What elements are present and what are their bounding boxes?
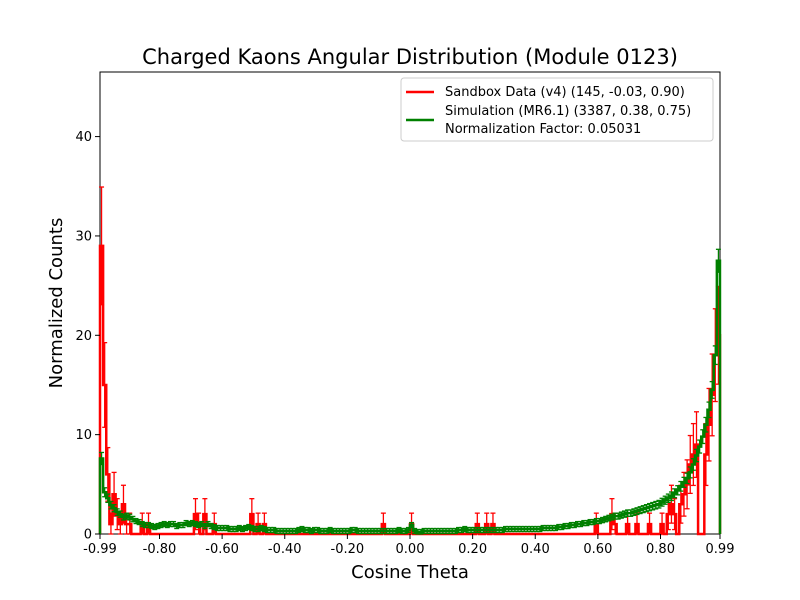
- x-tick-label: 0.60: [583, 542, 612, 557]
- y-tick-label: 40: [75, 130, 92, 145]
- x-tick-label: -0.20: [331, 542, 365, 557]
- legend: Sandbox Data (v4) (145, -0.03, 0.90) Sim…: [400, 77, 714, 142]
- y-tick-label: 30: [75, 229, 92, 244]
- legend-label-simulation: Simulation (MR6.1) (3387, 0.38, 0.75): [445, 104, 691, 119]
- plot-area: -0.99 -0.80 -0.60 -0.40 -0.20 0.00 0.20 0.40 0.6…: [75, 71, 734, 557]
- x-tick-label: 0.99: [706, 542, 735, 557]
- legend-label-sandbox: Sandbox Data (v4) (145, -0.03, 0.90): [445, 85, 685, 100]
- series-simulation: [98, 248, 722, 535]
- y-tick-label: 10: [75, 428, 92, 443]
- x-axis-title: Cosine Theta: [351, 562, 469, 583]
- x-tick-label: -0.60: [205, 542, 239, 557]
- x-tick-label: -0.80: [143, 542, 177, 557]
- y-tick-label: 0: [84, 528, 92, 543]
- x-tick-label: 0.40: [521, 542, 550, 557]
- axes-frame: [99, 71, 721, 535]
- legend-box: [400, 77, 714, 142]
- x-tick-label: -0.40: [268, 542, 302, 557]
- x-tick-label: 0.80: [646, 542, 675, 557]
- x-tick-label: -0.99: [83, 542, 117, 557]
- y-axis-ticks: 0 10 20 30 40: [75, 130, 100, 543]
- x-axis-ticks: -0.99 -0.80 -0.60 -0.40 -0.20 0.00 0.20 0.40 0.6…: [83, 534, 734, 557]
- y-axis-title: Normalized Counts: [46, 218, 67, 389]
- x-tick-label: 0.20: [458, 542, 487, 557]
- chart-title: Charged Kaons Angular Distribution (Modu…: [142, 45, 678, 69]
- x-tick-label: 0.00: [396, 542, 425, 557]
- data-layer: [98, 186, 722, 536]
- legend-label-normalization: Normalization Factor: 0.05031: [445, 122, 641, 137]
- y-tick-label: 20: [75, 329, 92, 344]
